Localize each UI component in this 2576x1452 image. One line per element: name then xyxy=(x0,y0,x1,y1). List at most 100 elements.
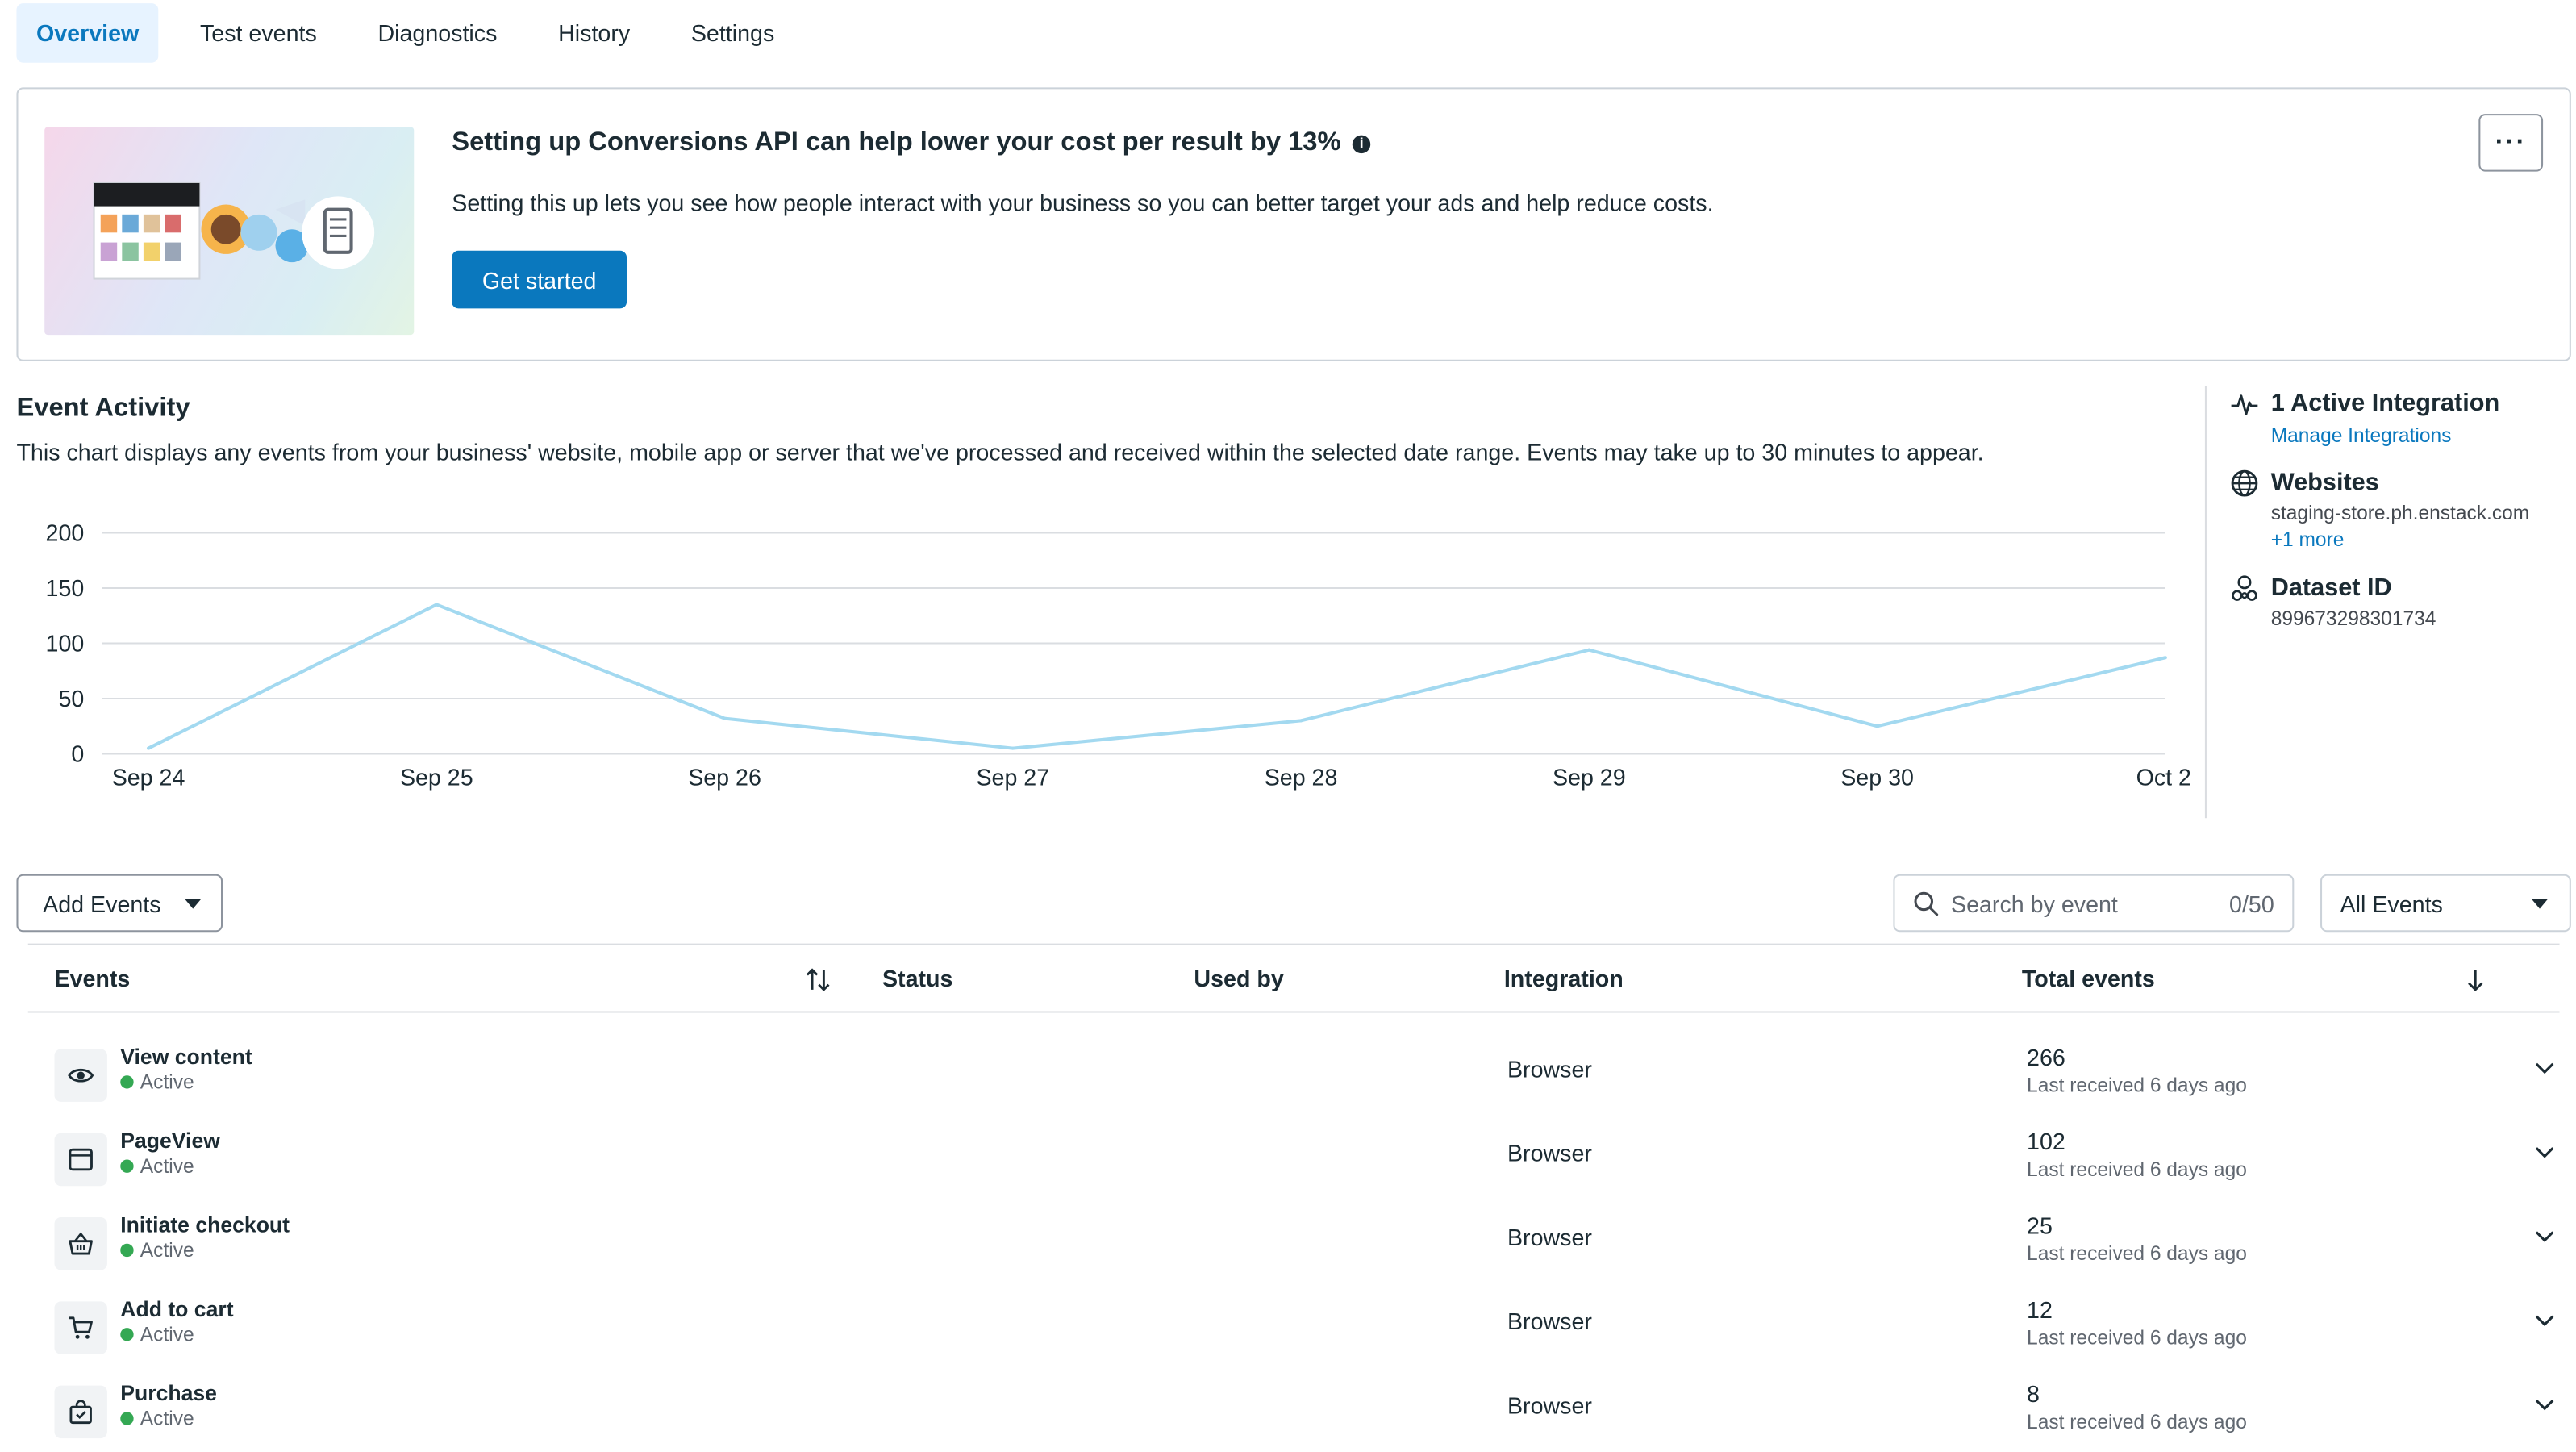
column-header-status: Status xyxy=(882,965,953,991)
column-header-integration: Integration xyxy=(1503,965,1624,991)
chevron-down-icon[interactable] xyxy=(2533,1224,2557,1247)
x-tick-label: Sep 27 xyxy=(976,765,1049,791)
more-options-button[interactable]: ··· xyxy=(2478,114,2544,172)
event-icon-box xyxy=(54,1133,107,1187)
status-text: Active xyxy=(140,1407,194,1430)
tab-bar: Overview Test events Diagnostics History… xyxy=(16,3,815,63)
chevron-down-icon[interactable] xyxy=(2533,1392,2557,1416)
tab-overview[interactable]: Overview xyxy=(16,3,159,63)
active-integration-title: 1 Active Integration xyxy=(2270,389,2500,418)
table-row[interactable]: PageView Active Browser 102 Last receive… xyxy=(0,1124,2576,1208)
event-integration: Browser xyxy=(1507,1139,1592,1166)
table-row[interactable]: Initiate checkout Active Browser 25 Last… xyxy=(0,1208,2576,1291)
x-tick-label: Sep 24 xyxy=(112,765,185,791)
event-integration: Browser xyxy=(1507,1055,1592,1083)
table-row[interactable]: View content Active Browser 266 Last rec… xyxy=(0,1039,2576,1123)
add-events-label: Add Events xyxy=(43,890,161,916)
x-tick-label: Oct 2 xyxy=(2136,765,2191,791)
chevron-down-icon[interactable] xyxy=(2533,1056,2557,1079)
search-icon xyxy=(1914,891,1939,916)
data-point xyxy=(435,603,439,607)
status-text: Active xyxy=(140,1070,194,1094)
x-tick-label: Sep 28 xyxy=(1265,765,1338,791)
event-icon-box xyxy=(54,1301,107,1354)
cart-icon xyxy=(69,1316,93,1339)
column-header-total-events[interactable]: Total events xyxy=(2021,965,2155,991)
dataset-id-title: Dataset ID xyxy=(2270,574,2392,603)
caret-down-icon xyxy=(185,899,202,909)
banner-description: Setting this up lets you see how people … xyxy=(452,190,1714,216)
status-dot xyxy=(120,1075,134,1089)
status-text: Active xyxy=(140,1322,194,1346)
get-started-button[interactable]: Get started xyxy=(452,250,627,309)
data-point xyxy=(1587,648,1591,652)
x-tick-label: Sep 26 xyxy=(688,765,761,791)
y-tick-label: 200 xyxy=(46,521,85,547)
event-icon-box xyxy=(54,1217,107,1270)
eye-icon xyxy=(68,1068,94,1083)
status-dot xyxy=(120,1243,134,1258)
table-row[interactable]: Purchase Active Browser 8 Last received … xyxy=(0,1375,2576,1452)
event-status: Active xyxy=(120,1154,194,1178)
event-status: Active xyxy=(120,1239,194,1262)
event-icon-box xyxy=(54,1049,107,1102)
tab-test-events[interactable]: Test events xyxy=(199,19,317,47)
banner-illustration xyxy=(44,127,415,336)
event-name: View content xyxy=(120,1044,252,1070)
data-point xyxy=(1299,719,1303,723)
globe-icon xyxy=(2231,469,2258,497)
panel-divider xyxy=(2204,386,2207,819)
dataset-id-value: 899673298301734 xyxy=(2270,607,2436,631)
y-tick-label: 150 xyxy=(46,576,85,602)
y-tick-label: 100 xyxy=(46,632,85,657)
tab-settings[interactable]: Settings xyxy=(690,19,775,47)
event-total: 266 xyxy=(2027,1044,2065,1071)
browser-window-icon xyxy=(69,1148,93,1171)
search-event-input[interactable]: Search by event 0/50 xyxy=(1893,874,2295,933)
caret-down-icon xyxy=(2531,899,2549,909)
event-total: 12 xyxy=(2027,1296,2053,1323)
event-last-received: Last received 6 days ago xyxy=(2027,1241,2247,1266)
tab-history[interactable]: History xyxy=(558,19,631,47)
series-line xyxy=(148,603,2166,750)
dataset-icon xyxy=(2232,575,2257,601)
all-events-dropdown[interactable]: All Events xyxy=(2320,874,2571,933)
event-activity-title: Event Activity xyxy=(16,394,190,423)
arrow-down-icon[interactable] xyxy=(2466,968,2486,991)
table-row[interactable]: Add to cart Active Browser 12 Last recei… xyxy=(0,1291,2576,1375)
banner-title: Setting up Conversions API can help lowe… xyxy=(452,128,1371,158)
add-events-dropdown[interactable]: Add Events xyxy=(16,874,223,933)
event-last-received: Last received 6 days ago xyxy=(2027,1074,2247,1097)
status-dot xyxy=(120,1412,134,1425)
event-integration: Browser xyxy=(1507,1392,1592,1419)
data-point xyxy=(146,746,151,750)
event-status: Active xyxy=(120,1407,194,1430)
table-top-divider xyxy=(27,943,2560,945)
chevron-down-icon[interactable] xyxy=(2533,1140,2557,1163)
all-events-label: All Events xyxy=(2340,890,2443,916)
column-header-events: Events xyxy=(54,965,131,991)
x-tick-label: Sep 29 xyxy=(1553,765,1626,791)
tab-diagnostics[interactable]: Diagnostics xyxy=(377,19,498,47)
data-point xyxy=(2163,656,2167,660)
manage-integrations-link[interactable]: Manage Integrations xyxy=(2270,424,2452,448)
sort-icon[interactable] xyxy=(805,968,832,991)
data-point xyxy=(1011,746,1015,750)
status-dot xyxy=(120,1159,134,1173)
x-tick-label: Sep 30 xyxy=(1840,765,1914,791)
websites-title: Websites xyxy=(2270,468,2379,497)
chevron-down-icon[interactable] xyxy=(2533,1308,2557,1332)
data-point xyxy=(1875,724,1879,728)
search-placeholder: Search by event xyxy=(1950,891,2118,917)
info-icon[interactable]: i xyxy=(1352,134,1371,153)
event-name: Initiate checkout xyxy=(120,1212,290,1237)
basket-icon xyxy=(69,1232,93,1255)
event-last-received: Last received 6 days ago xyxy=(2027,1158,2247,1182)
event-integration: Browser xyxy=(1507,1308,1592,1335)
shopping-bag-icon xyxy=(69,1400,92,1425)
event-icon-box xyxy=(54,1385,107,1439)
table-header-divider xyxy=(27,1011,2560,1013)
websites-more-link[interactable]: +1 more xyxy=(2270,528,2345,551)
event-total: 25 xyxy=(2027,1212,2053,1239)
event-activity-description: This chart displays any events from your… xyxy=(16,438,1984,465)
